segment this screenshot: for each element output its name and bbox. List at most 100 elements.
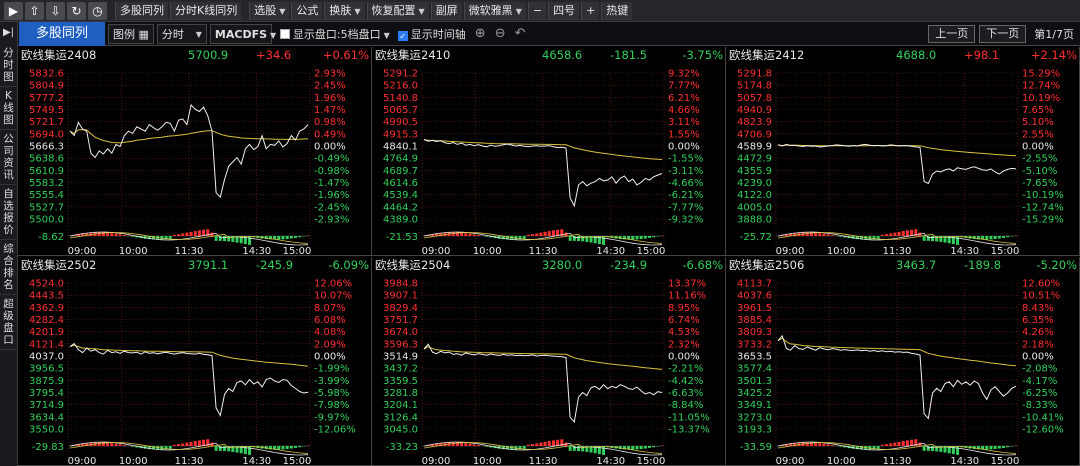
chevron-down-icon: ▼ [418, 6, 425, 16]
font-select[interactable]: 微软雅黑 ▼ [463, 1, 526, 20]
restore-config-button[interactable]: 恢复配置 ▼ [366, 1, 429, 20]
chart-grid: 欧线集运2408 5700.9 +34.6 +0.61% 5832.6 2.93% 5804… [18, 47, 1080, 466]
chevron-down-icon: ▼ [383, 30, 390, 40]
price-axis-label: 5666.3 [29, 142, 64, 153]
price-axis-label: 3577.4 [737, 364, 772, 375]
pct-axis-label: 0.49% [314, 129, 346, 140]
sidebar-item-2[interactable]: 公司资讯 [0, 130, 17, 185]
price-line [423, 343, 663, 424]
chevron-down-icon: ▼ [270, 30, 277, 40]
macd-dea-line [423, 442, 663, 454]
arrow-down-icon[interactable]: ⇩ [46, 1, 65, 20]
pct-axis-label: 0.00% [1022, 352, 1054, 363]
intraday-chart: 5291.2 9.32%5216.0 7.77%5140.8 6.21%5065.7 4… [383, 69, 703, 256]
restore-config-label: 恢复配置 [371, 3, 416, 17]
price-axis-label: 3634.4 [29, 412, 64, 423]
show-axis-checkbox[interactable]: ✓ [397, 30, 408, 41]
time-kline-button[interactable]: 分时K线同列 [170, 1, 242, 20]
panel-contract-name: 欧线集运2410 [375, 48, 451, 62]
skin-button[interactable]: 换肤 ▼ [324, 1, 365, 20]
time-axis-label: 09:00 [68, 456, 97, 466]
price-axis-label: 4706.9 [737, 129, 772, 140]
pct-axis-label: 0.00% [668, 142, 700, 153]
show-l5-checkbox[interactable] [279, 28, 290, 39]
chart-panel[interactable]: 欧线集运2502 3791.1 -245.9 -6.09% 4524.0 12.06% 44… [18, 257, 372, 466]
hotkey-button[interactable]: 热键 [601, 1, 633, 20]
chart-panel[interactable]: 欧线集运2504 3280.0 -234.9 -6.68% 3984.8 13.37% 39… [372, 257, 726, 466]
sidebar-item-5[interactable]: 超级盘口 [0, 295, 17, 350]
price-axis-label: 3045.0 [383, 425, 418, 436]
chart-panel[interactable]: 欧线集运2506 3463.7 -189.8 -5.20% 4113.7 12.60% 40… [726, 257, 1080, 466]
font-size-decrease[interactable]: − [527, 1, 547, 20]
undo-icon[interactable]: ↶ [514, 26, 526, 41]
time-axis-label: 14:30 [950, 246, 979, 256]
show-axis-option[interactable]: ✓ 显示时间轴 [397, 26, 466, 42]
pct-axis-label: -10.41% [1022, 412, 1064, 423]
sidebar-toggle-icon[interactable]: ▶| [2, 27, 15, 38]
panel-change: -189.8 [964, 258, 1002, 272]
prev-page-button[interactable]: 上一页 [928, 24, 976, 43]
zoom-in-icon[interactable]: ⊕ [474, 26, 486, 41]
price-axis-label: 3751.7 [383, 315, 418, 326]
average-line [423, 139, 663, 160]
pct-axis-label: -3.99% [314, 376, 349, 387]
intraday-chart: 5291.8 15.29% 5174.8 12.74% 5057.8 10.19% 4940… [737, 69, 1064, 256]
pct-axis-label: -8.84% [668, 400, 703, 411]
price-axis-label: 5694.0 [29, 129, 64, 140]
chart-panel[interactable]: 欧线集运2412 4688.0 +98.1 +2.14% 5291.8 15.29% 517… [726, 47, 1080, 256]
panel-change-pct: +0.61% [322, 48, 369, 62]
refresh-icon[interactable]: ↻ [67, 1, 86, 20]
time-axis-label: 14:30 [242, 456, 271, 466]
time-axis-label: 10:00 [119, 246, 148, 256]
tab-bar: 多股同列 图例 ▦ 分时 ▼ MACDFS ▼ 显示盘口:5档盘口 ▼ ✓ 显示时间轴 … [18, 21, 1080, 46]
multi-stock-button[interactable]: 多股同列 [115, 1, 168, 20]
grid-icon: ▦ [138, 27, 149, 41]
price-axis-label: 3714.9 [29, 400, 64, 411]
intraday-chart: 3984.8 13.37% 3907.1 11.16% 3829.4 8.95% 3751.… [383, 279, 710, 466]
macd-dea-line [777, 232, 1017, 244]
zoom-out-icon[interactable]: ⊖ [494, 26, 506, 41]
price-axis-label: 3204.1 [383, 400, 418, 411]
clock-icon[interactable]: ◷ [88, 1, 107, 20]
price-axis-label: 5527.7 [29, 202, 64, 213]
tab-multi-stock[interactable]: 多股同列 [19, 21, 105, 46]
price-axis-label: 4472.9 [737, 154, 772, 165]
legend-button[interactable]: 图例 ▦ [108, 23, 154, 44]
show-l5-option[interactable]: 显示盘口:5档盘口 ▼ [279, 26, 390, 42]
pct-axis-label: 7.77% [668, 81, 700, 92]
chart-panel[interactable]: 欧线集运2408 5700.9 +34.6 +0.61% 5832.6 2.93% 5804… [18, 47, 372, 256]
pct-axis-label: 12.74% [1022, 81, 1060, 92]
sidebar-item-4[interactable]: 综合排名 [0, 240, 17, 295]
price-axis-label: 3273.0 [737, 412, 772, 423]
sidebar-item-3[interactable]: 自选报价 [0, 185, 17, 240]
price-axis-label: 4389.0 [383, 215, 418, 226]
menu-toggle-icon[interactable]: ▶ [4, 1, 23, 20]
sidebar-item-0[interactable]: 分时图 [0, 44, 17, 87]
price-axis-label: 3809.3 [737, 327, 772, 338]
pct-axis-label: 2.45% [314, 81, 346, 92]
chart-panel[interactable]: 欧线集运2410 4658.6 -181.5 -3.75% 5291.2 9.32% 521… [372, 47, 726, 256]
price-axis-label: 3596.3 [383, 339, 418, 350]
pct-axis-label: 4.08% [314, 327, 346, 338]
pct-axis-label: 3.11% [668, 117, 700, 128]
intraday-chart: 4113.7 12.60% 4037.6 10.51% 3961.5 8.43% 3885.… [737, 279, 1064, 466]
sub-screen-button[interactable]: 副屏 [430, 1, 462, 20]
period-select[interactable]: 分时 ▼ [156, 23, 207, 44]
price-axis-label: 4113.7 [737, 279, 772, 290]
next-page-button[interactable]: 下一页 [979, 24, 1027, 43]
average-line [777, 337, 1017, 367]
formula-button[interactable]: 公式 [291, 1, 323, 20]
pct-axis-label: 8.95% [668, 303, 700, 314]
pct-axis-label: -2.08% [1022, 364, 1057, 375]
indicator-select[interactable]: MACDFS ▼ [209, 23, 276, 44]
panel-last-price: 3791.1 [188, 258, 229, 272]
arrow-up-icon[interactable]: ⇧ [25, 1, 44, 20]
stock-select-button[interactable]: 选股 ▼ [249, 1, 290, 20]
panel-change: -181.5 [610, 48, 648, 62]
macd-value: -21.53 [386, 232, 418, 243]
time-axis-label: 15:00 [283, 246, 312, 256]
font-size-increase[interactable]: + [581, 1, 600, 20]
time-axis-label: 09:00 [422, 246, 451, 256]
